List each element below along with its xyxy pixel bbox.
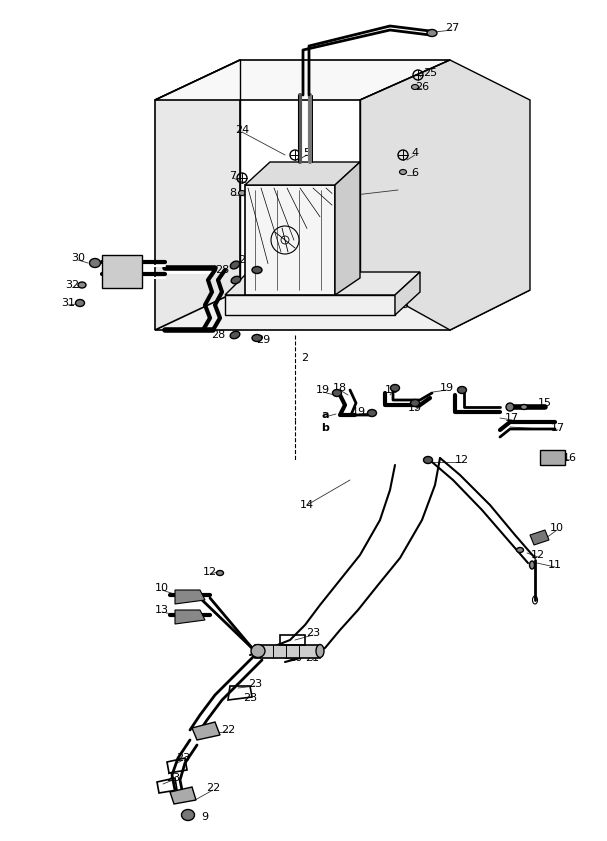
Text: 6: 6	[304, 168, 311, 178]
Text: 17: 17	[505, 413, 519, 423]
Text: 14: 14	[300, 500, 314, 510]
Text: 19: 19	[316, 385, 330, 395]
Ellipse shape	[458, 387, 467, 394]
Polygon shape	[225, 295, 395, 315]
Ellipse shape	[517, 547, 523, 553]
Text: 19: 19	[408, 403, 422, 413]
Polygon shape	[360, 60, 530, 330]
Polygon shape	[155, 60, 240, 330]
Polygon shape	[255, 645, 320, 658]
Ellipse shape	[506, 403, 514, 411]
Ellipse shape	[252, 335, 262, 341]
Text: 19: 19	[440, 383, 454, 393]
Text: 13: 13	[155, 605, 169, 615]
Polygon shape	[245, 162, 360, 185]
Ellipse shape	[217, 570, 223, 575]
Polygon shape	[225, 272, 420, 295]
Text: 23: 23	[166, 773, 180, 783]
Polygon shape	[155, 290, 530, 330]
Text: 16: 16	[563, 453, 577, 463]
Text: 10: 10	[155, 583, 169, 593]
Text: a: a	[321, 410, 329, 420]
Text: 29: 29	[238, 255, 252, 265]
Text: 10: 10	[550, 523, 564, 533]
Polygon shape	[175, 610, 205, 624]
Ellipse shape	[390, 384, 399, 392]
Polygon shape	[155, 60, 450, 100]
Text: 23: 23	[176, 753, 190, 763]
Text: 23: 23	[306, 628, 320, 638]
Ellipse shape	[424, 457, 433, 463]
Text: 24: 24	[235, 125, 249, 135]
Text: 12: 12	[531, 550, 545, 560]
Text: 29: 29	[256, 273, 270, 283]
Polygon shape	[170, 787, 196, 804]
Text: 1: 1	[354, 185, 362, 195]
Polygon shape	[530, 530, 549, 545]
Text: 8: 8	[229, 188, 237, 198]
Text: 19: 19	[352, 407, 366, 417]
Text: 21: 21	[305, 653, 319, 663]
Ellipse shape	[230, 331, 240, 339]
Ellipse shape	[239, 191, 245, 195]
Text: 15: 15	[538, 398, 552, 408]
Text: 9: 9	[202, 812, 209, 822]
Text: 6: 6	[412, 168, 418, 178]
Text: 23: 23	[248, 679, 262, 689]
Ellipse shape	[252, 267, 262, 273]
Text: 23: 23	[243, 693, 257, 703]
Text: 28: 28	[211, 330, 225, 340]
Text: 17: 17	[551, 423, 565, 433]
Text: 22: 22	[221, 725, 235, 735]
Text: a: a	[121, 253, 129, 263]
Text: 29: 29	[256, 335, 270, 345]
Text: 28: 28	[215, 265, 229, 275]
Ellipse shape	[231, 277, 241, 283]
Polygon shape	[245, 185, 335, 295]
Text: 27: 27	[445, 23, 459, 33]
Ellipse shape	[251, 644, 265, 658]
Polygon shape	[540, 450, 565, 465]
Ellipse shape	[399, 170, 407, 174]
Text: 12: 12	[455, 455, 469, 465]
Text: 32: 32	[65, 280, 79, 290]
Text: 26: 26	[415, 82, 429, 92]
Ellipse shape	[291, 170, 299, 174]
Text: 25: 25	[423, 68, 437, 78]
Ellipse shape	[316, 644, 324, 658]
Text: 30: 30	[71, 253, 85, 263]
Text: 20: 20	[288, 653, 302, 663]
Text: 7: 7	[229, 171, 237, 181]
Ellipse shape	[427, 29, 437, 36]
Text: b: b	[104, 265, 112, 275]
Text: 2: 2	[302, 353, 308, 363]
Polygon shape	[395, 272, 420, 315]
Text: b: b	[321, 423, 329, 433]
Ellipse shape	[78, 282, 86, 288]
Text: 4: 4	[412, 148, 419, 158]
Ellipse shape	[520, 405, 527, 410]
Text: 12: 12	[203, 567, 217, 577]
Ellipse shape	[367, 410, 376, 416]
Ellipse shape	[410, 399, 419, 406]
Text: 3: 3	[401, 300, 409, 310]
Text: 18: 18	[385, 385, 399, 395]
Polygon shape	[335, 162, 360, 295]
Text: 18: 18	[333, 383, 347, 393]
Polygon shape	[102, 255, 142, 288]
Ellipse shape	[333, 389, 342, 396]
Polygon shape	[175, 590, 205, 604]
Text: 11: 11	[548, 560, 562, 570]
Text: 22: 22	[206, 783, 220, 793]
Polygon shape	[192, 722, 220, 740]
Text: 5: 5	[304, 148, 311, 158]
Ellipse shape	[181, 810, 194, 821]
Ellipse shape	[89, 258, 101, 267]
Ellipse shape	[529, 561, 535, 569]
Text: 31: 31	[61, 298, 75, 308]
Ellipse shape	[230, 261, 240, 269]
Ellipse shape	[412, 84, 418, 89]
Ellipse shape	[75, 299, 84, 306]
